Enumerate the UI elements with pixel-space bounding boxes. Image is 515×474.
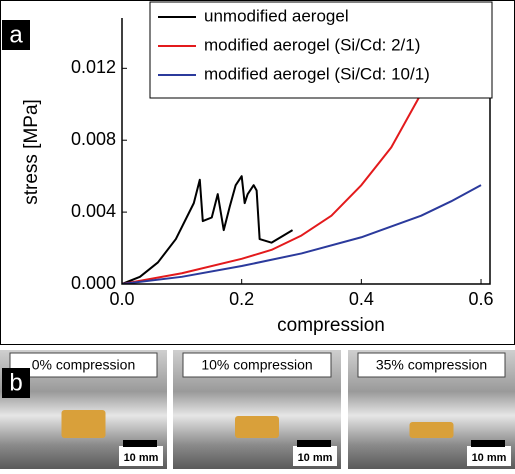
y-tick-label: 0.000 <box>71 273 116 293</box>
scale-label: 10 mm <box>124 452 159 464</box>
x-tick-label: 0.0 <box>109 289 134 309</box>
x-tick-label: 0.4 <box>349 289 374 309</box>
scale-label: 10 mm <box>298 452 333 464</box>
scale-bar <box>123 440 157 447</box>
caption-box <box>9 352 158 378</box>
photo-caption: 35% compression <box>376 357 487 373</box>
photo-caption: 10% compression <box>201 357 312 373</box>
legend-box <box>149 1 493 99</box>
legend-label: unmodified aerogel <box>204 6 349 25</box>
sample <box>409 422 454 438</box>
x-axis-label: compression <box>277 315 385 336</box>
x-tick-label: 0.2 <box>229 289 254 309</box>
caption-box <box>357 352 506 378</box>
scale-bar <box>471 440 505 447</box>
scale-label-bg <box>293 446 337 466</box>
axes-frame <box>121 18 491 285</box>
scale-label-bg <box>467 446 511 466</box>
data-line <box>122 175 294 284</box>
y-tick-label: 0.012 <box>71 57 116 77</box>
scale-bar <box>297 440 331 447</box>
scale-label-bg <box>119 446 163 466</box>
sample <box>61 410 106 438</box>
y-tick-label: 0.004 <box>71 201 116 221</box>
legend-label: modified aerogel (Si/Cd: 10/1) <box>204 64 430 83</box>
photo-caption: 0% compression <box>32 357 136 373</box>
panel-badge <box>2 20 30 50</box>
legend-label: modified aerogel (Si/Cd: 2/1) <box>204 35 420 54</box>
panel-badge <box>2 368 30 398</box>
scale-label: 10 mm <box>472 452 507 464</box>
sample <box>235 416 279 438</box>
data-line <box>122 184 482 284</box>
panel-label: a <box>9 21 23 48</box>
x-tick-label: 0.6 <box>469 289 494 309</box>
caption-box <box>182 352 332 378</box>
panel-label: b <box>9 369 22 396</box>
y-tick-label: 0.008 <box>71 129 116 149</box>
y-axis-label: stress [MPa] <box>21 99 42 205</box>
photo-panel: 0% compression 10 mm 10% compression 10 mm 3… <box>0 350 515 469</box>
